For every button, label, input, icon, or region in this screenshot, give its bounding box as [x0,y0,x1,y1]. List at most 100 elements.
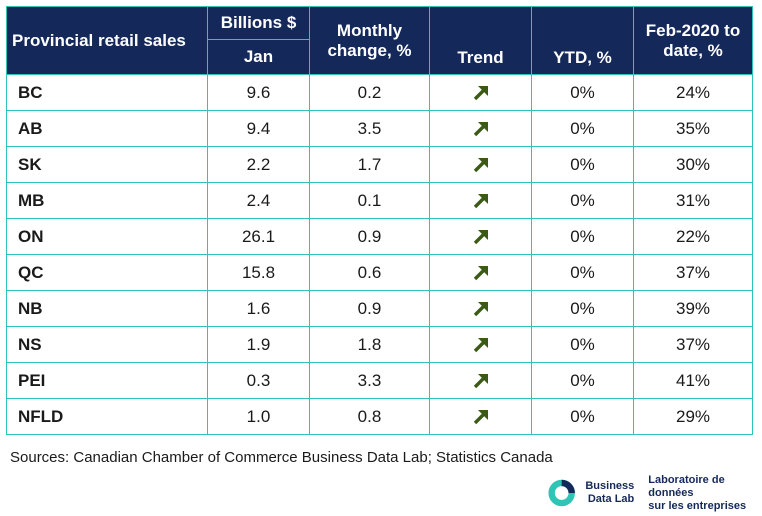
trend-cell [429,362,532,399]
arrow-head [477,302,488,313]
trend-cell [429,110,532,147]
province-cell: NS [6,326,208,363]
feb-2020-to-date-cell: 29% [633,398,753,435]
header-billions: Billions $ [207,6,310,40]
trend-cell [429,398,532,435]
billions-jan-cell: 15.8 [207,254,310,291]
table-row: AB 9.4 3.5 0% 35% [6,110,753,147]
arrow-up-right-icon [473,374,488,389]
monthly-change-cell: 0.6 [309,254,430,291]
ytd-cell: 0% [531,146,634,183]
billions-jan-cell: 2.2 [207,146,310,183]
logo-fr-line2: sur les entreprises [648,499,747,512]
province-cell: MB [6,182,208,219]
logo-en-line1: Business [585,480,635,492]
source-note: Sources: Canadian Chamber of Commerce Bu… [10,449,553,466]
arrow-head [477,194,488,205]
arrow-head [477,122,488,133]
monthly-change-cell: 0.8 [309,398,430,435]
feb-2020-to-date-cell: 22% [633,218,753,255]
table-row: BC 9.6 0.2 0% 24% [6,74,753,111]
table-row: SK 2.2 1.7 0% 30% [6,146,753,183]
table-row: NB 1.6 0.9 0% 39% [6,290,753,327]
trend-cell [429,326,532,363]
header-ytd: YTD, % [531,6,634,75]
billions-jan-cell: 9.6 [207,74,310,111]
header-jan: Jan [207,39,310,75]
trend-cell [429,254,532,291]
header-monthly-change: Monthly change, % [309,6,430,75]
ytd-cell: 0% [531,362,634,399]
table-row: PEI 0.3 3.3 0% 41% [6,362,753,399]
feb-2020-to-date-cell: 30% [633,146,753,183]
arrow-head [477,86,488,97]
arrow-up-right-icon [473,302,488,317]
province-cell: QC [6,254,208,291]
billions-jan-cell: 9.4 [207,110,310,147]
province-cell: PEI [6,362,208,399]
logo-mark-icon [548,479,575,507]
arrow-head [477,410,488,421]
arrow-head [477,374,488,385]
table-row: QC 15.8 0.6 0% 37% [6,254,753,291]
logo-text-en: Business Data Lab [585,480,634,506]
arrow-up-right-icon [473,122,488,137]
arrow-up-right-icon [473,194,488,209]
monthly-change-cell: 0.1 [309,182,430,219]
logo-en-line2: Data Lab [587,493,635,505]
table-row: MB 2.4 0.1 0% 31% [6,182,753,219]
feb-2020-to-date-cell: 37% [633,326,753,363]
feb-2020-to-date-cell: 35% [633,110,753,147]
ytd-cell: 0% [531,254,634,291]
table-row: NS 1.9 1.8 0% 37% [6,326,753,363]
billions-jan-cell: 0.3 [207,362,310,399]
feb-2020-to-date-cell: 41% [633,362,753,399]
arrow-up-right-icon [473,410,488,425]
province-cell: ON [6,218,208,255]
arrow-up-right-icon [473,158,488,173]
monthly-change-cell: 3.3 [309,362,430,399]
billions-jan-cell: 26.1 [207,218,310,255]
billions-jan-cell: 2.4 [207,182,310,219]
feb-2020-to-date-cell: 39% [633,290,753,327]
monthly-change-cell: 1.8 [309,326,430,363]
ytd-cell: 0% [531,218,634,255]
table-row: ON 26.1 0.9 0% 22% [6,218,753,255]
monthly-change-cell: 3.5 [309,110,430,147]
billions-jan-cell: 1.6 [207,290,310,327]
header-feb-2020-to-date: Feb-2020 to date, % [633,6,753,75]
province-cell: NB [6,290,208,327]
trend-cell [429,290,532,327]
monthly-change-cell: 0.2 [309,74,430,111]
province-cell: NFLD [6,398,208,435]
ytd-cell: 0% [531,182,634,219]
ytd-cell: 0% [531,398,634,435]
monthly-change-cell: 0.9 [309,218,430,255]
monthly-change-cell: 1.7 [309,146,430,183]
billions-jan-cell: 1.0 [207,398,310,435]
feb-2020-to-date-cell: 24% [633,74,753,111]
billions-jan-cell: 1.9 [207,326,310,363]
arrow-up-right-icon [473,266,488,281]
logo-fr-line1: Laboratoire de données [648,473,725,499]
province-cell: SK [6,146,208,183]
logo-ring-accent [561,479,575,494]
arrow-up-right-icon [473,86,488,101]
arrow-head [477,230,488,241]
province-cell: AB [6,110,208,147]
logo-text-fr: Laboratoire de données sur les entrepris… [648,474,762,513]
table-row: NFLD 1.0 0.8 0% 29% [6,398,753,435]
trend-cell [429,74,532,111]
retail-sales-table: Provincial retail sales Billions $ Month… [6,6,753,435]
ytd-cell: 0% [531,326,634,363]
ytd-cell: 0% [531,74,634,111]
trend-cell [429,182,532,219]
trend-cell [429,146,532,183]
trend-cell [429,218,532,255]
header-provincial-retail-sales: Provincial retail sales [6,6,208,75]
province-cell: BC [6,74,208,111]
arrow-up-right-icon [473,230,488,245]
table-body: BC 9.6 0.2 0% 24% AB 9.4 3.5 0% 35% SK 2.2 1.7 0% 30% M… [6,74,753,435]
business-data-lab-logo: Business Data Lab Laboratoire de données… [548,474,762,513]
monthly-change-cell: 0.9 [309,290,430,327]
